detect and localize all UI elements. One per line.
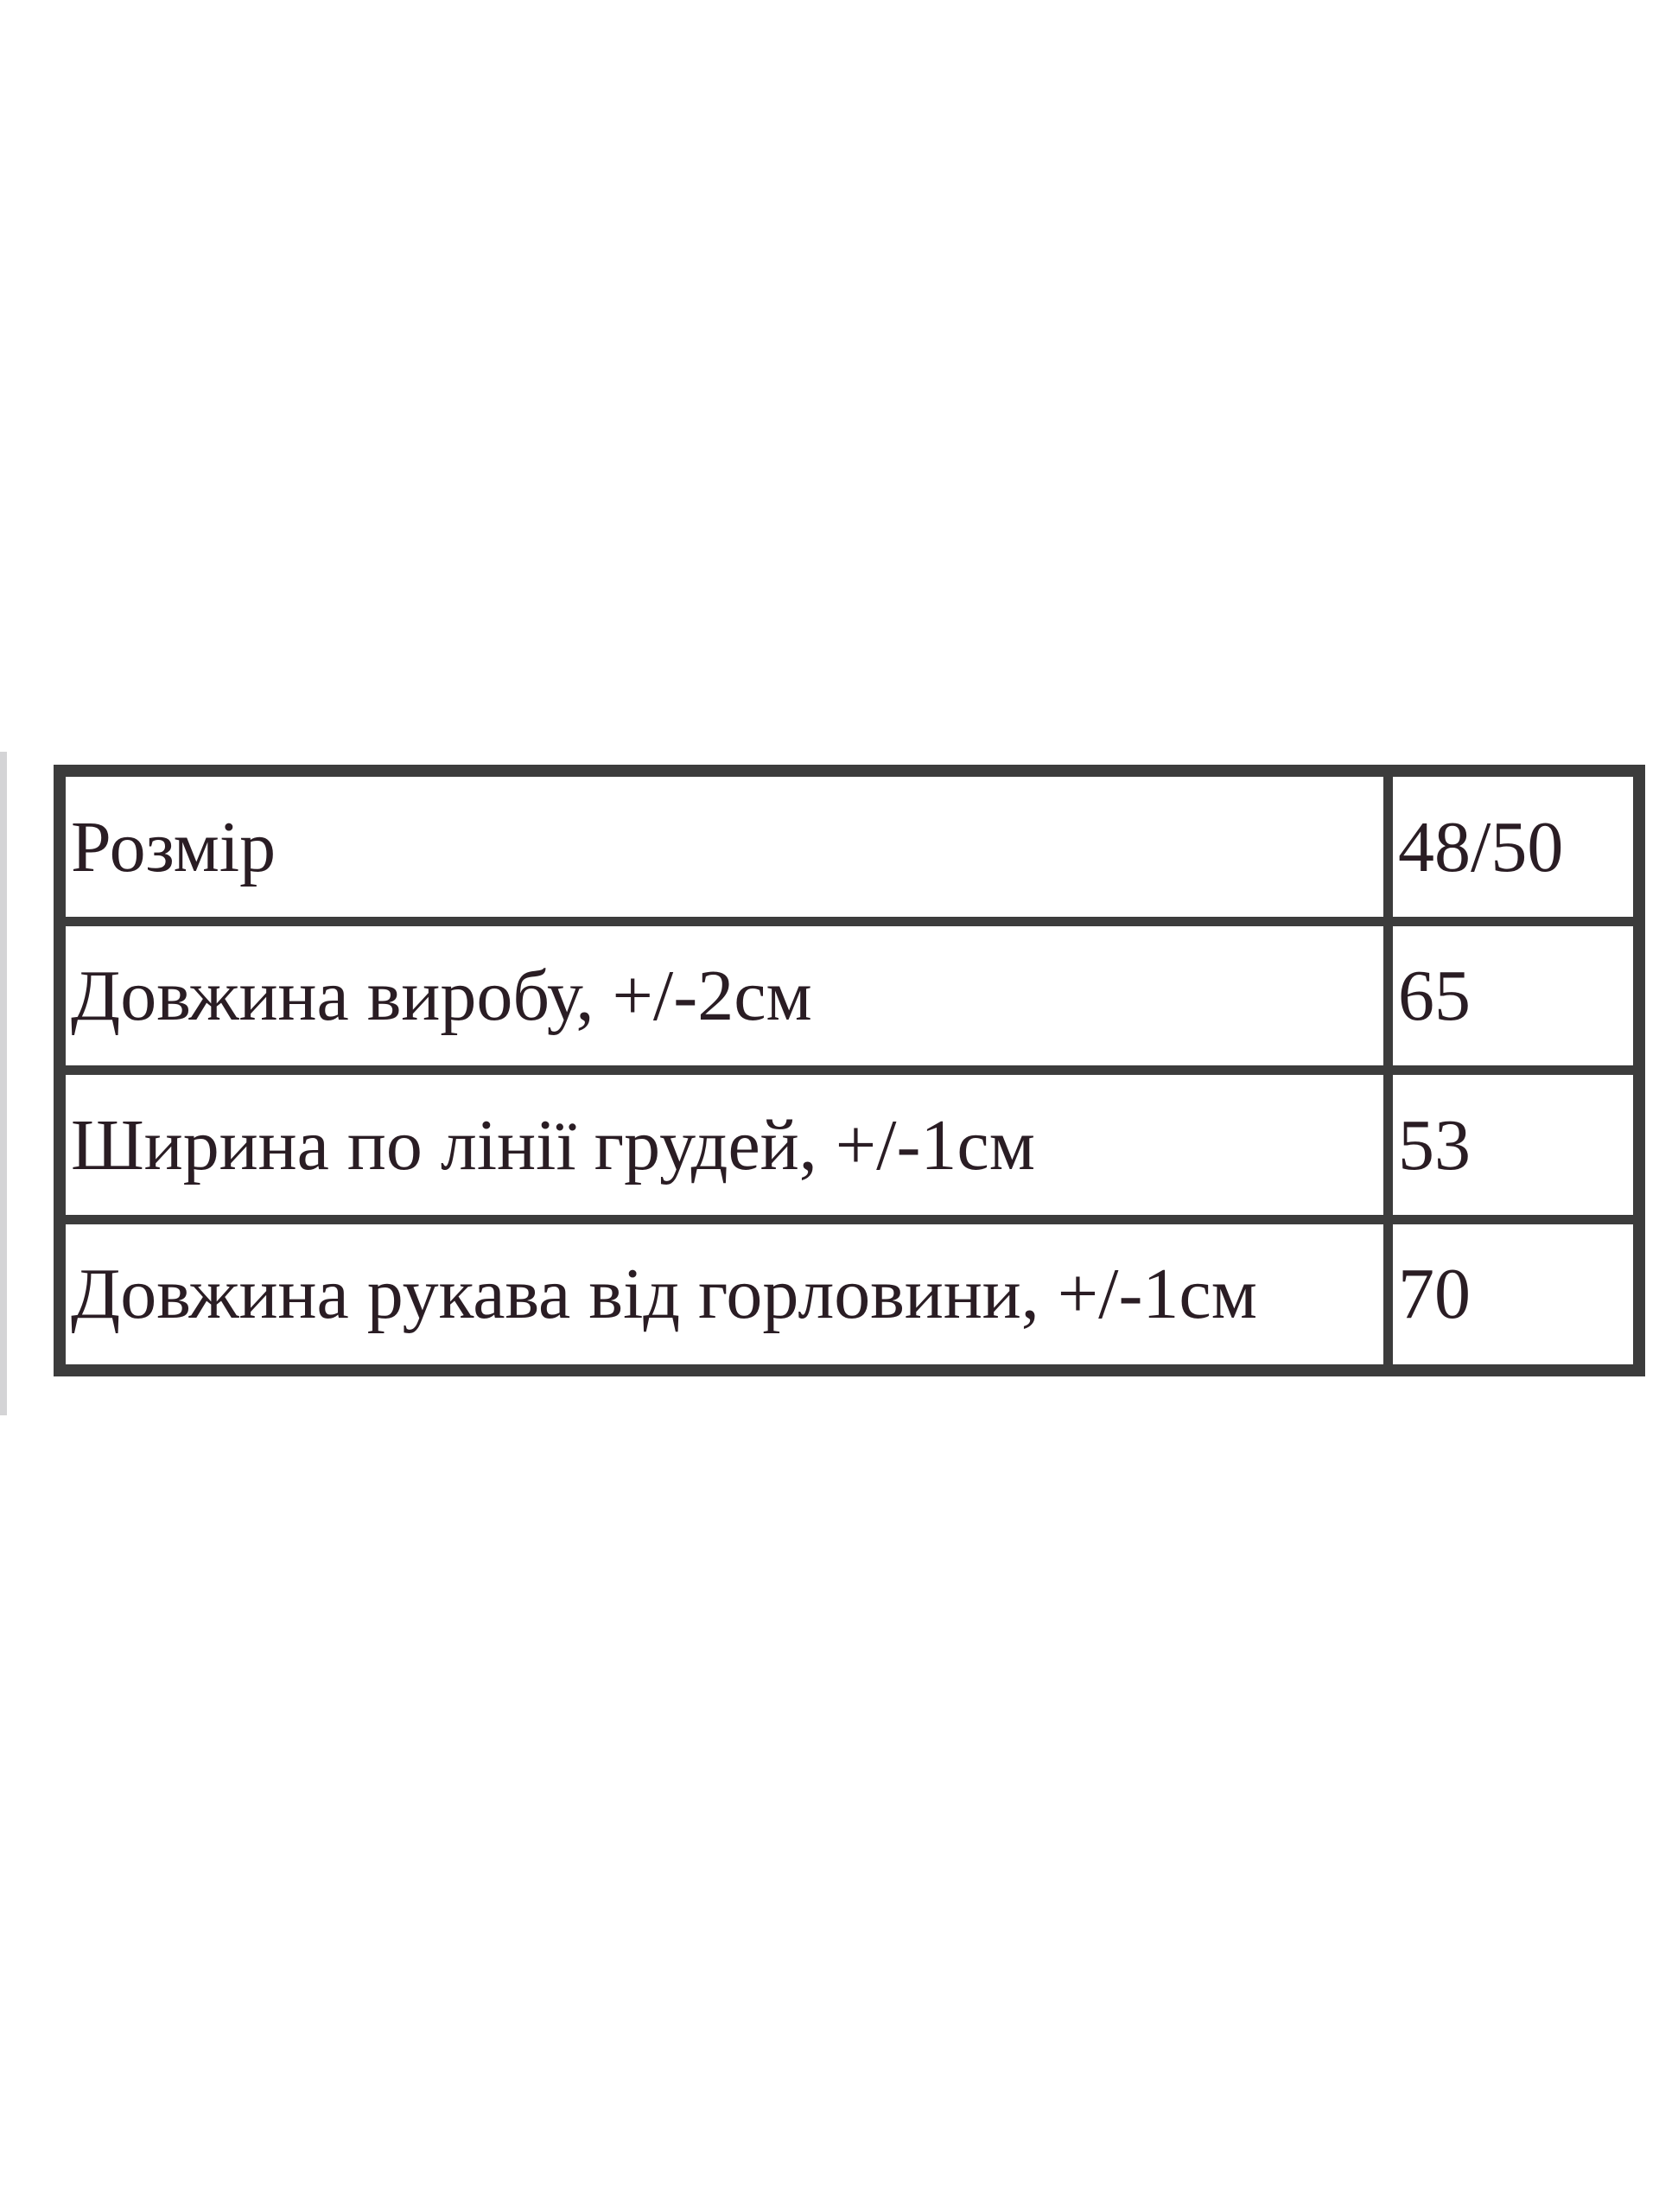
- row-value: 65: [1383, 917, 1644, 1076]
- page-edge-divider: [0, 752, 7, 1415]
- size-table: Розмір 48/50 Довжина виробу, +/-2см 65 Ш…: [54, 765, 1645, 1376]
- row-label: Розмір: [54, 766, 1393, 927]
- row-value: 48/50: [1383, 766, 1644, 927]
- table-row: Розмір 48/50: [54, 766, 1644, 927]
- row-value: 53: [1383, 1065, 1644, 1224]
- table-row: Довжина виробу, +/-2см 65: [54, 917, 1644, 1076]
- row-label: Довжина рукава від горловини, +/-1см: [54, 1214, 1393, 1376]
- row-label: Довжина виробу, +/-2см: [54, 917, 1393, 1076]
- table-row: Ширина по лінії грудей, +/-1см 53: [54, 1065, 1644, 1224]
- table-row: Довжина рукава від горловини, +/-1см 70: [54, 1214, 1644, 1376]
- row-value: 70: [1383, 1214, 1644, 1376]
- row-label: Ширина по лінії грудей, +/-1см: [54, 1065, 1393, 1224]
